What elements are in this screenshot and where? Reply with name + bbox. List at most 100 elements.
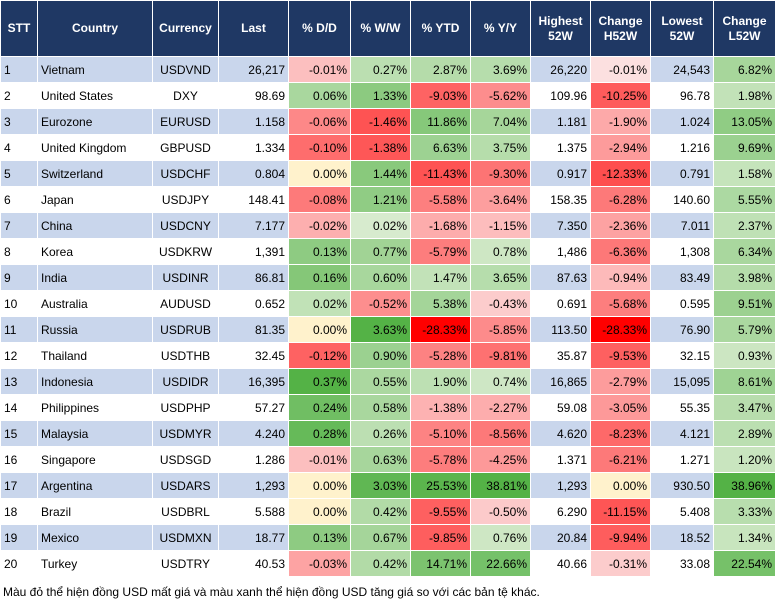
value-cell: 3.75% [470, 134, 531, 161]
row-number: 19 [0, 524, 38, 551]
value-cell: -2.79% [590, 368, 651, 395]
value-cell: -3.05% [590, 394, 651, 421]
value-cell: 0.76% [470, 524, 531, 551]
row-number: 4 [0, 134, 38, 161]
currency: USDKRW [152, 238, 219, 265]
value-cell: 4.620 [530, 420, 591, 447]
value-cell: 15,095 [650, 368, 714, 395]
value-cell: 0.90% [350, 342, 411, 369]
value-cell: 86.81 [218, 264, 289, 291]
value-cell: -0.08% [288, 186, 351, 213]
value-cell: 6.63% [410, 134, 471, 161]
currency: USDIDR [152, 368, 219, 395]
value-cell: 1.20% [713, 446, 776, 473]
table-row: 2 United States DXY 98.69 0.06% 1.33% -9.03% -5… [0, 82, 776, 109]
value-cell: 1.90% [410, 368, 471, 395]
country: Indonesia [37, 368, 153, 395]
table-row: 7 China USDCNY 7.177 -0.02% 0.02% -1.68% -1.15%… [0, 212, 776, 239]
value-cell: 16,865 [530, 368, 591, 395]
value-cell: 0.55% [350, 368, 411, 395]
value-cell: -9.81% [470, 342, 531, 369]
value-cell: 1,293 [530, 472, 591, 499]
header-cell: Change H52W [590, 0, 651, 57]
value-cell: 38.96% [713, 472, 776, 499]
value-cell: -3.64% [470, 186, 531, 213]
value-cell: -11.43% [410, 160, 471, 187]
value-cell: 5.38% [410, 290, 471, 317]
value-cell: 1.181 [530, 108, 591, 135]
country: United States [37, 82, 153, 109]
value-cell: 76.90 [650, 316, 714, 343]
value-cell: 0.917 [530, 160, 591, 187]
row-number: 2 [0, 82, 38, 109]
value-cell: 9.69% [713, 134, 776, 161]
currency: DXY [152, 82, 219, 109]
value-cell: 3.47% [713, 394, 776, 421]
value-cell: -2.27% [470, 394, 531, 421]
value-cell: 0.37% [288, 368, 351, 395]
country: Vietnam [37, 56, 153, 83]
table-row: 19 Mexico USDMXN 18.77 0.13% 0.67% -9.85% 0.76%… [0, 524, 776, 551]
row-number: 17 [0, 472, 38, 499]
country: Mexico [37, 524, 153, 551]
value-cell: 0.02% [350, 212, 411, 239]
row-number: 20 [0, 550, 38, 577]
value-cell: 1.158 [218, 108, 289, 135]
value-cell: 18.52 [650, 524, 714, 551]
table-row: 18 Brazil USDBRL 5.588 0.00% 0.42% -9.55% -0.50… [0, 498, 776, 525]
value-cell: 6.290 [530, 498, 591, 525]
row-number: 5 [0, 160, 38, 187]
value-cell: 0.60% [350, 264, 411, 291]
value-cell: -1.90% [590, 108, 651, 135]
value-cell: 0.00% [590, 472, 651, 499]
value-cell: -1.46% [350, 108, 411, 135]
value-cell: -2.36% [590, 212, 651, 239]
value-cell: 7.011 [650, 212, 714, 239]
country: India [37, 264, 153, 291]
currency: USDARS [152, 472, 219, 499]
header-cell: % W/W [350, 0, 411, 57]
currency: USDTRY [152, 550, 219, 577]
header-cell: Lowest 52W [650, 0, 714, 57]
value-cell: -4.25% [470, 446, 531, 473]
country: Philippines [37, 394, 153, 421]
value-cell: -9.85% [410, 524, 471, 551]
country: Australia [37, 290, 153, 317]
currency: USDINR [152, 264, 219, 291]
value-cell: 1.334 [218, 134, 289, 161]
row-number: 12 [0, 342, 38, 369]
value-cell: 1,486 [530, 238, 591, 265]
country: Russia [37, 316, 153, 343]
header-cell: Last [218, 0, 289, 57]
value-cell: 0.63% [350, 446, 411, 473]
value-cell: 158.35 [530, 186, 591, 213]
value-cell: 5.588 [218, 498, 289, 525]
country: Brazil [37, 498, 153, 525]
currency: USDSGD [152, 446, 219, 473]
header-cell: % D/D [288, 0, 351, 57]
table-row: 6 Japan USDJPY 148.41 -0.08% 1.21% -5.58% -3.64… [0, 186, 776, 213]
country: Singapore [37, 446, 153, 473]
currency: AUDUSD [152, 290, 219, 317]
header-cell: Currency [152, 0, 219, 57]
value-cell: 6.82% [713, 56, 776, 83]
value-cell: 3.69% [470, 56, 531, 83]
note: Màu đỏ thể hiện đồng USD mất giá và màu … [3, 585, 540, 599]
row-number: 18 [0, 498, 38, 525]
value-cell: 1,293 [218, 472, 289, 499]
table-row: 4 United Kingdom GBPUSD 1.334 -0.10% -1.38% 6.… [0, 134, 776, 161]
value-cell: 148.41 [218, 186, 289, 213]
value-cell: 26,217 [218, 56, 289, 83]
country: Thailand [37, 342, 153, 369]
country: China [37, 212, 153, 239]
value-cell: 1.286 [218, 446, 289, 473]
table-row: 12 Thailand USDTHB 32.45 -0.12% 0.90% -5.28% -9… [0, 342, 776, 369]
value-cell: 11.86% [410, 108, 471, 135]
value-cell: 5.55% [713, 186, 776, 213]
row-number: 8 [0, 238, 38, 265]
value-cell: 0.595 [650, 290, 714, 317]
value-cell: 5.408 [650, 498, 714, 525]
currency: USDJPY [152, 186, 219, 213]
value-cell: -0.01% [288, 446, 351, 473]
value-cell: 22.66% [470, 550, 531, 577]
